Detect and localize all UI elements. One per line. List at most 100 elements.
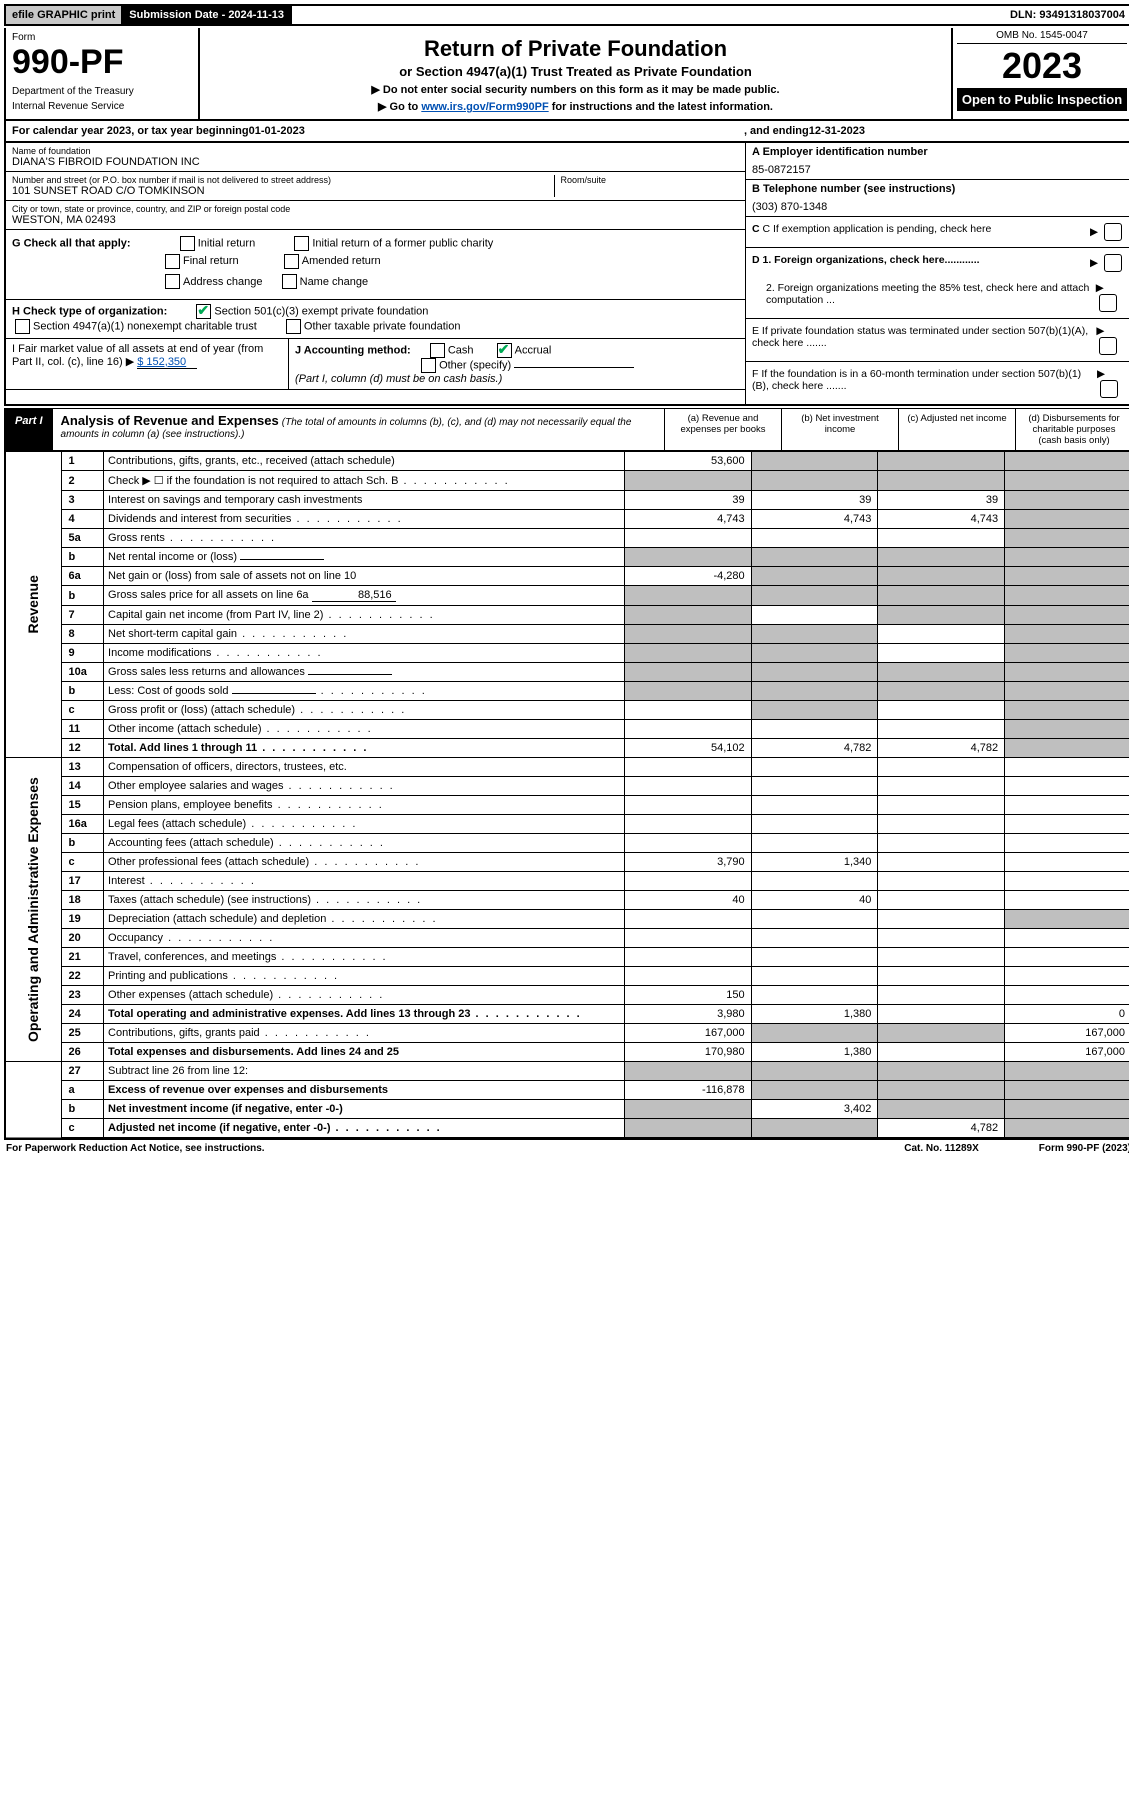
checkbox-501c3[interactable] bbox=[196, 304, 211, 319]
amount-col-b: 3,402 bbox=[751, 1100, 878, 1119]
amount-col-a: 40 bbox=[624, 891, 751, 910]
amount-col-c bbox=[878, 471, 1005, 491]
amount-col-d bbox=[1005, 586, 1129, 606]
amount-col-b bbox=[751, 586, 878, 606]
table-row: 3Interest on savings and temporary cash … bbox=[5, 491, 1129, 510]
checkbox-status-terminated[interactable] bbox=[1099, 337, 1117, 355]
amount-col-c bbox=[878, 910, 1005, 929]
amount-col-d bbox=[1005, 720, 1129, 739]
amount-col-c bbox=[878, 1043, 1005, 1062]
amount-col-b: 1,340 bbox=[751, 853, 878, 872]
checkbox-60-month[interactable] bbox=[1100, 380, 1118, 398]
line-description: Excess of revenue over expenses and disb… bbox=[104, 1081, 625, 1100]
amount-col-c bbox=[878, 796, 1005, 815]
line-number: 5a bbox=[62, 529, 104, 548]
table-row: 26Total expenses and disbursements. Add … bbox=[5, 1043, 1129, 1062]
checkbox-final-return[interactable] bbox=[165, 254, 180, 269]
amount-col-c bbox=[878, 1024, 1005, 1043]
amount-col-a: 3,980 bbox=[624, 1005, 751, 1024]
amount-col-a: 150 bbox=[624, 986, 751, 1005]
checkbox-other-method[interactable] bbox=[421, 358, 436, 373]
fmv-assets-value[interactable]: $ 152,350 bbox=[137, 356, 197, 369]
amount-col-c bbox=[878, 853, 1005, 872]
amount-col-a bbox=[624, 910, 751, 929]
amount-col-d bbox=[1005, 758, 1129, 777]
amount-col-a: 54,102 bbox=[624, 739, 751, 758]
amount-col-a bbox=[624, 777, 751, 796]
checkbox-initial-return-former[interactable] bbox=[294, 236, 309, 251]
checkbox-initial-return[interactable] bbox=[180, 236, 195, 251]
table-row: 18Taxes (attach schedule) (see instructi… bbox=[5, 891, 1129, 910]
amount-col-a: 167,000 bbox=[624, 1024, 751, 1043]
line-description: Interest bbox=[104, 872, 625, 891]
checkbox-address-change[interactable] bbox=[165, 274, 180, 289]
line-description: Compensation of officers, directors, tru… bbox=[104, 758, 625, 777]
line-description: Check ▶ ☐ if the foundation is not requi… bbox=[104, 471, 625, 491]
line-description: Net rental income or (loss) bbox=[104, 548, 625, 567]
table-row: cOther professional fees (attach schedul… bbox=[5, 853, 1129, 872]
part-1-desc: Analysis of Revenue and Expenses (The to… bbox=[53, 409, 664, 450]
line-number: 8 bbox=[62, 625, 104, 644]
amount-col-b: 4,743 bbox=[751, 510, 878, 529]
line-description: Pension plans, employee benefits bbox=[104, 796, 625, 815]
line-number: 9 bbox=[62, 644, 104, 663]
line-number: 16a bbox=[62, 815, 104, 834]
checkbox-name-change[interactable] bbox=[282, 274, 297, 289]
line-description: Legal fees (attach schedule) bbox=[104, 815, 625, 834]
amount-col-b bbox=[751, 701, 878, 720]
amount-col-c bbox=[878, 701, 1005, 720]
amount-col-b bbox=[751, 796, 878, 815]
amount-col-c bbox=[878, 644, 1005, 663]
irs-link[interactable]: www.irs.gov/Form990PF bbox=[421, 101, 548, 113]
amount-col-a: -116,878 bbox=[624, 1081, 751, 1100]
line-description: Taxes (attach schedule) (see instruction… bbox=[104, 891, 625, 910]
checkbox-cash[interactable] bbox=[430, 343, 445, 358]
checkbox-accrual[interactable] bbox=[497, 343, 512, 358]
amount-col-b bbox=[751, 567, 878, 586]
amount-col-c bbox=[878, 663, 1005, 682]
checkbox-other-taxable[interactable] bbox=[286, 319, 301, 334]
line-description: Depreciation (attach schedule) and deple… bbox=[104, 910, 625, 929]
checkbox-amended-return[interactable] bbox=[284, 254, 299, 269]
section-d: D 1. Foreign organizations, check here..… bbox=[746, 248, 1129, 319]
line-description: Other expenses (attach schedule) bbox=[104, 986, 625, 1005]
amount-col-d bbox=[1005, 739, 1129, 758]
line-number: b bbox=[62, 548, 104, 567]
amount-col-c bbox=[878, 834, 1005, 853]
amount-col-b bbox=[751, 986, 878, 1005]
amount-col-b bbox=[751, 777, 878, 796]
efile-print-button[interactable]: efile GRAPHIC print bbox=[6, 6, 123, 24]
checkbox-foreign-org[interactable] bbox=[1104, 254, 1122, 272]
line-description: Total expenses and disbursements. Add li… bbox=[104, 1043, 625, 1062]
amount-col-a bbox=[624, 967, 751, 986]
foundation-name: DIANA'S FIBROID FOUNDATION INC bbox=[12, 156, 739, 168]
amount-col-b bbox=[751, 548, 878, 567]
amount-col-d bbox=[1005, 548, 1129, 567]
amount-col-c bbox=[878, 682, 1005, 701]
amount-col-d bbox=[1005, 1100, 1129, 1119]
checkbox-4947a1[interactable] bbox=[15, 319, 30, 334]
line-description: Total operating and administrative expen… bbox=[104, 1005, 625, 1024]
line-description: Contributions, gifts, grants paid bbox=[104, 1024, 625, 1043]
table-row: bLess: Cost of goods sold bbox=[5, 682, 1129, 701]
line-number: 19 bbox=[62, 910, 104, 929]
table-row: aExcess of revenue over expenses and dis… bbox=[5, 1081, 1129, 1100]
amount-col-c bbox=[878, 967, 1005, 986]
dept-treasury: Department of the Treasury bbox=[12, 86, 192, 97]
line-number: 6a bbox=[62, 567, 104, 586]
line-number: 21 bbox=[62, 948, 104, 967]
section-c: C C If exemption application is pending,… bbox=[746, 217, 1129, 248]
line-number: 27 bbox=[62, 1062, 104, 1081]
table-row: 16aLegal fees (attach schedule) bbox=[5, 815, 1129, 834]
amount-col-c bbox=[878, 1081, 1005, 1100]
col-b-header: (b) Net investment income bbox=[781, 409, 898, 450]
line-number: 23 bbox=[62, 986, 104, 1005]
line-description: Gross profit or (loss) (attach schedule) bbox=[104, 701, 625, 720]
summary-section bbox=[5, 1062, 62, 1139]
amount-col-d bbox=[1005, 491, 1129, 510]
amount-col-d bbox=[1005, 777, 1129, 796]
checkbox-foreign-85[interactable] bbox=[1099, 294, 1117, 312]
amount-col-b bbox=[751, 529, 878, 548]
line-number: 18 bbox=[62, 891, 104, 910]
checkbox-exemption-pending[interactable] bbox=[1104, 223, 1122, 241]
